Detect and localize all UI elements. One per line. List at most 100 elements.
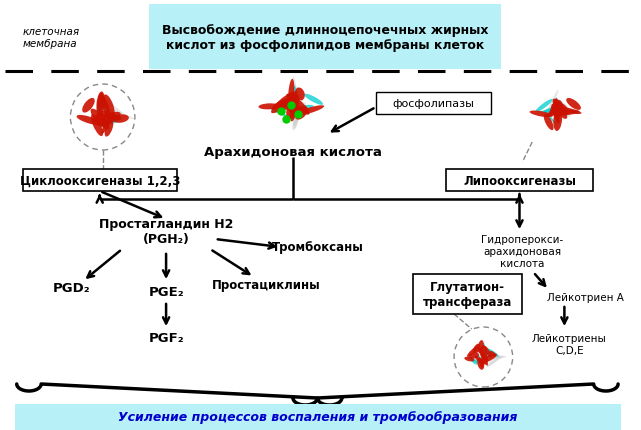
Ellipse shape: [467, 357, 481, 364]
Ellipse shape: [96, 92, 104, 116]
Ellipse shape: [544, 90, 558, 121]
Ellipse shape: [290, 99, 298, 122]
Ellipse shape: [295, 86, 305, 109]
Ellipse shape: [271, 92, 297, 114]
Ellipse shape: [293, 103, 306, 127]
Ellipse shape: [535, 100, 553, 113]
Ellipse shape: [287, 104, 294, 121]
Ellipse shape: [544, 108, 556, 114]
Ellipse shape: [529, 111, 553, 118]
FancyBboxPatch shape: [149, 5, 501, 70]
Ellipse shape: [100, 117, 125, 121]
FancyBboxPatch shape: [376, 93, 491, 115]
Ellipse shape: [558, 111, 576, 121]
Text: Гидроперокси-
арахидоновая
кислота: Гидроперокси- арахидоновая кислота: [481, 235, 563, 268]
Ellipse shape: [467, 345, 479, 357]
Ellipse shape: [292, 102, 301, 131]
Ellipse shape: [100, 114, 115, 128]
Ellipse shape: [481, 345, 487, 361]
Ellipse shape: [258, 104, 279, 110]
Ellipse shape: [482, 356, 506, 359]
Ellipse shape: [108, 117, 122, 125]
Ellipse shape: [557, 99, 575, 116]
Ellipse shape: [269, 108, 288, 118]
Text: PGE₂: PGE₂: [148, 285, 184, 298]
Ellipse shape: [82, 117, 99, 127]
Ellipse shape: [566, 99, 581, 111]
Ellipse shape: [478, 358, 484, 370]
FancyBboxPatch shape: [413, 274, 522, 314]
Ellipse shape: [82, 98, 95, 114]
Ellipse shape: [553, 98, 557, 115]
Ellipse shape: [544, 111, 556, 125]
Ellipse shape: [475, 356, 483, 363]
Text: фосфолипазы: фосфолипазы: [393, 99, 474, 109]
Ellipse shape: [540, 110, 554, 113]
Ellipse shape: [292, 86, 297, 104]
Ellipse shape: [112, 115, 129, 123]
Text: Циклооксигеназы 1,2,3: Циклооксигеназы 1,2,3: [19, 174, 180, 187]
Ellipse shape: [97, 94, 104, 113]
Ellipse shape: [97, 98, 103, 116]
Ellipse shape: [296, 106, 324, 116]
Ellipse shape: [295, 107, 308, 120]
Ellipse shape: [287, 95, 299, 120]
Ellipse shape: [487, 356, 503, 368]
Ellipse shape: [487, 349, 499, 357]
Text: клеточная
мембрана: клеточная мембрана: [22, 27, 79, 49]
Ellipse shape: [90, 109, 110, 130]
Text: Простагландин H2
(PGH₂): Простагландин H2 (PGH₂): [99, 218, 233, 246]
Ellipse shape: [104, 108, 135, 120]
Ellipse shape: [550, 101, 559, 117]
Ellipse shape: [471, 359, 478, 365]
Ellipse shape: [478, 340, 484, 353]
Ellipse shape: [473, 344, 480, 354]
Ellipse shape: [287, 101, 303, 113]
Text: Арахидоновая кислота: Арахидоновая кислота: [204, 145, 382, 158]
Ellipse shape: [272, 98, 292, 110]
FancyBboxPatch shape: [22, 169, 177, 191]
FancyBboxPatch shape: [15, 404, 621, 430]
Ellipse shape: [479, 359, 483, 368]
Ellipse shape: [487, 357, 498, 367]
Ellipse shape: [99, 111, 121, 121]
Ellipse shape: [484, 346, 491, 358]
Ellipse shape: [555, 107, 562, 127]
Ellipse shape: [553, 110, 562, 132]
Ellipse shape: [479, 354, 497, 364]
Ellipse shape: [76, 116, 101, 126]
Ellipse shape: [96, 114, 106, 123]
Ellipse shape: [288, 80, 294, 108]
Ellipse shape: [91, 115, 103, 137]
Ellipse shape: [106, 115, 121, 120]
Ellipse shape: [484, 355, 503, 359]
Ellipse shape: [557, 101, 563, 111]
Text: Усиление процессов воспаления и тромбообразования: Усиление процессов воспаления и тромбооб…: [118, 411, 517, 424]
Ellipse shape: [280, 101, 294, 111]
Ellipse shape: [488, 351, 496, 356]
Ellipse shape: [295, 88, 305, 101]
Ellipse shape: [556, 103, 569, 115]
Ellipse shape: [293, 77, 299, 113]
FancyBboxPatch shape: [446, 169, 593, 191]
Ellipse shape: [483, 343, 487, 359]
Text: Простациклины: Простациклины: [212, 278, 321, 291]
Ellipse shape: [485, 352, 494, 358]
Ellipse shape: [102, 98, 110, 120]
Ellipse shape: [276, 105, 294, 110]
Ellipse shape: [554, 111, 579, 116]
Ellipse shape: [555, 108, 558, 133]
Ellipse shape: [483, 356, 488, 365]
Ellipse shape: [108, 104, 126, 118]
Ellipse shape: [557, 101, 570, 115]
Ellipse shape: [304, 95, 323, 106]
Ellipse shape: [544, 115, 554, 131]
Text: PGD₂: PGD₂: [53, 281, 90, 294]
Ellipse shape: [555, 108, 581, 115]
Ellipse shape: [479, 348, 488, 366]
Text: Тромбоксаны: Тромбоксаны: [272, 241, 363, 254]
Ellipse shape: [97, 113, 121, 127]
Ellipse shape: [294, 108, 299, 130]
Ellipse shape: [103, 95, 115, 118]
Ellipse shape: [104, 121, 113, 137]
